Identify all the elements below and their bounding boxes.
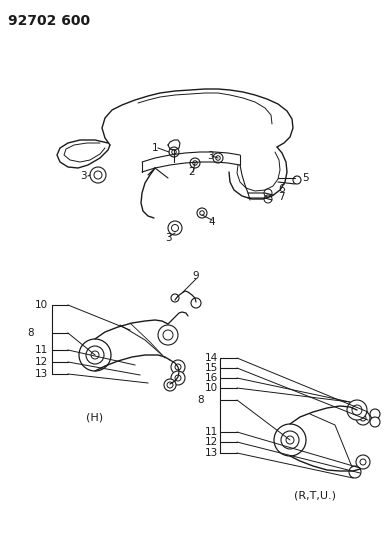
Circle shape xyxy=(349,466,361,478)
Text: 2: 2 xyxy=(188,167,194,177)
Circle shape xyxy=(171,360,185,374)
Circle shape xyxy=(356,411,370,425)
Text: 15: 15 xyxy=(205,363,218,373)
Circle shape xyxy=(79,339,111,371)
Circle shape xyxy=(191,298,201,308)
Circle shape xyxy=(164,379,176,391)
Text: 3: 3 xyxy=(165,233,172,243)
Text: 92702 600: 92702 600 xyxy=(8,14,90,28)
Text: 13: 13 xyxy=(205,448,218,458)
Text: 1: 1 xyxy=(152,143,159,153)
Circle shape xyxy=(158,325,178,345)
Text: (H): (H) xyxy=(87,413,103,423)
Text: 4: 4 xyxy=(208,217,215,227)
Text: 12: 12 xyxy=(205,437,218,447)
Text: 11: 11 xyxy=(205,427,218,437)
Circle shape xyxy=(90,167,106,183)
Text: 8: 8 xyxy=(27,328,34,338)
Circle shape xyxy=(356,455,370,469)
Circle shape xyxy=(274,424,306,456)
Text: 10: 10 xyxy=(205,383,218,393)
Text: 5: 5 xyxy=(302,173,309,183)
Text: 3: 3 xyxy=(207,151,214,161)
Circle shape xyxy=(347,400,367,420)
Circle shape xyxy=(370,417,380,427)
Text: 14: 14 xyxy=(205,353,218,363)
Circle shape xyxy=(168,221,182,235)
Text: 7: 7 xyxy=(278,192,285,202)
Text: 8: 8 xyxy=(197,395,203,405)
Text: 10: 10 xyxy=(35,300,48,310)
Circle shape xyxy=(370,409,380,419)
Text: 16: 16 xyxy=(205,373,218,383)
Text: 13: 13 xyxy=(35,369,48,379)
Text: 3: 3 xyxy=(80,171,87,181)
Text: 11: 11 xyxy=(35,345,48,355)
Text: (R,T,U.): (R,T,U.) xyxy=(294,490,336,500)
Text: 12: 12 xyxy=(35,357,48,367)
Circle shape xyxy=(171,371,185,385)
Text: 9: 9 xyxy=(192,271,199,281)
Text: 6: 6 xyxy=(278,184,285,194)
